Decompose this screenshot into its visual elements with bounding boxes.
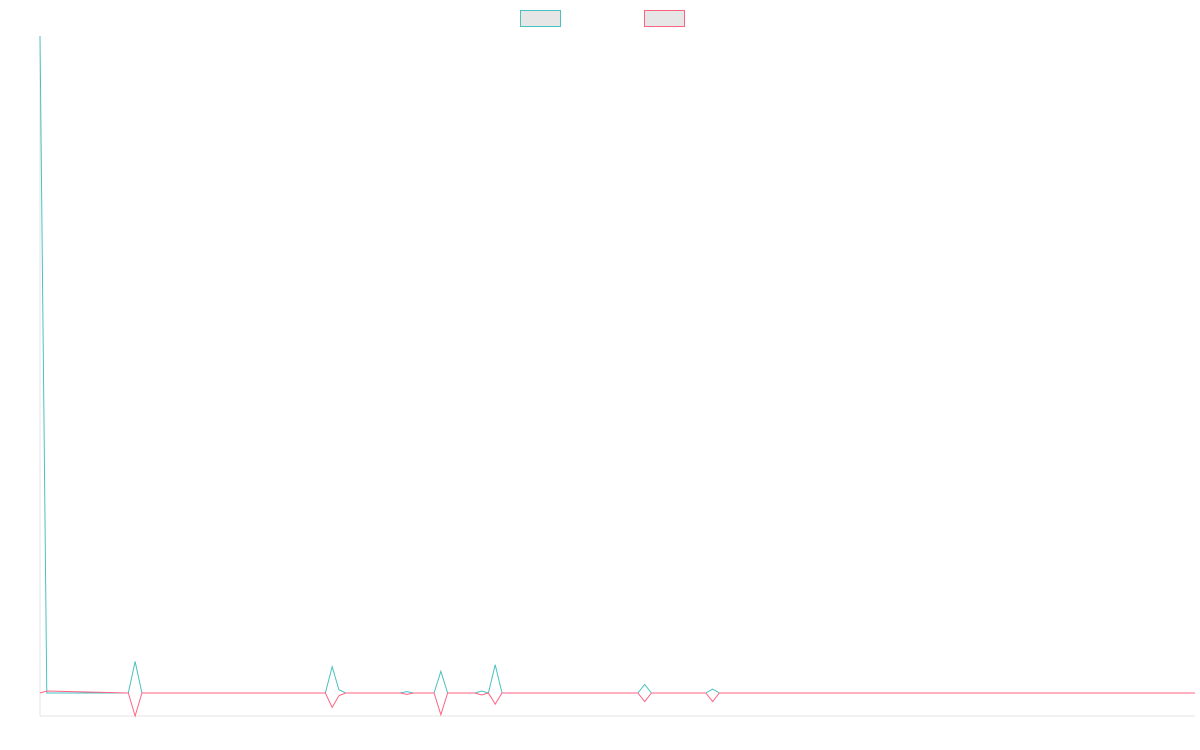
series-line-1 bbox=[39, 35, 1195, 694]
series-line-2 bbox=[39, 690, 1195, 718]
legend bbox=[520, 10, 685, 27]
legend-swatch bbox=[520, 10, 561, 27]
legend-item-2[interactable] bbox=[644, 10, 685, 27]
axes bbox=[39, 36, 1195, 717]
legend-swatch bbox=[644, 10, 685, 27]
plot-area bbox=[39, 35, 1195, 718]
legend-item-1[interactable] bbox=[520, 10, 561, 27]
